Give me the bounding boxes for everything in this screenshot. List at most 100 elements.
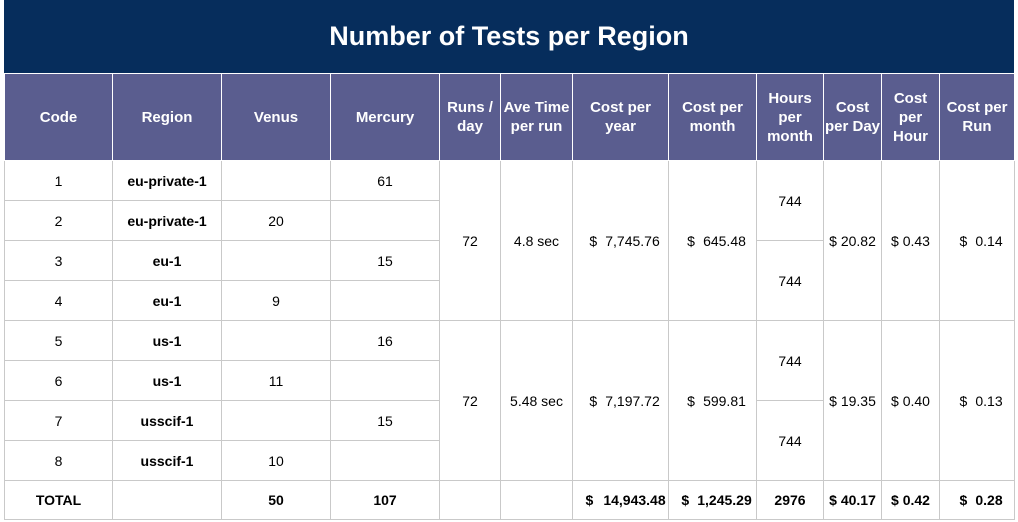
total-venus[interactable]: 50 [221, 480, 331, 520]
header-cost-run[interactable]: Cost per Run [939, 73, 1015, 161]
cell-ave-time[interactable]: 5.48 sec [500, 320, 573, 481]
total-label[interactable]: TOTAL [4, 480, 113, 520]
cost-month-value: 645.48 [703, 232, 746, 249]
table-row: 8 usscif-1 10 [4, 440, 1015, 481]
total-cost-year[interactable]: $14,943.48 [572, 480, 669, 520]
table-row: 4 eu-1 9 [4, 280, 1015, 321]
total-hours-month[interactable]: 2976 [756, 480, 824, 520]
tests-per-region-table: Code Region Venus Mercury Runs / day Ave… [4, 73, 1015, 520]
sheet-title: Number of Tests per Region [4, 0, 1014, 73]
table-row: 3 eu-1 15 [4, 240, 1015, 281]
table-row: 1 eu-private-1 61 72 4.8 sec $7,745.76 $… [4, 160, 1015, 321]
header-cost-hour[interactable]: Cost per Hour [881, 73, 940, 161]
cell-venus[interactable]: 11 [221, 360, 331, 401]
header-runs-day[interactable]: Runs / day [439, 73, 501, 161]
cell-cost-month[interactable]: $599.81 [668, 320, 757, 481]
hours-month-bottom: 744 [757, 400, 823, 480]
cell-code[interactable]: 5 [4, 320, 113, 361]
cell-code[interactable]: 6 [4, 360, 113, 401]
header-ave-time[interactable]: Ave Time per run [500, 73, 573, 161]
cell-code[interactable]: 2 [4, 200, 113, 241]
cell-hours-month[interactable]: 744 744 [756, 320, 824, 481]
total-cost-year-value: 14,943.48 [603, 492, 666, 508]
cell-ave-time[interactable]: 4.8 sec [500, 160, 573, 321]
cell-cost-hour[interactable]: $ 0.43 [881, 160, 940, 321]
cell-mercury[interactable] [330, 440, 440, 481]
currency-symbol: $ [687, 232, 695, 249]
total-mercury[interactable]: 107 [330, 480, 440, 520]
cell-region[interactable]: eu-1 [112, 280, 222, 321]
cell-code[interactable]: 7 [4, 400, 113, 441]
cell-cost-hour[interactable]: $ 0.40 [881, 320, 940, 481]
cell-venus[interactable]: 10 [221, 440, 331, 481]
cell-venus[interactable] [221, 160, 331, 201]
total-cost-month-value: 1,245.29 [697, 492, 752, 508]
currency-symbol: $ [959, 232, 968, 249]
header-cost-month[interactable]: Cost per month [668, 73, 757, 161]
header-mercury[interactable]: Mercury [330, 73, 440, 161]
total-cost-run[interactable]: $0.28 [939, 480, 1015, 520]
hours-month-top: 744 [778, 192, 802, 209]
header-cost-year[interactable]: Cost per year [572, 73, 669, 161]
cell-venus[interactable] [221, 320, 331, 361]
cell-region[interactable]: eu-1 [112, 240, 222, 281]
cell-code[interactable]: 8 [4, 440, 113, 481]
total-cost-hour[interactable]: $ 0.42 [881, 480, 940, 520]
header-region[interactable]: Region [112, 73, 222, 161]
cost-year-value: 7,197.72 [605, 392, 660, 409]
total-region[interactable] [112, 480, 222, 520]
cell-cost-year[interactable]: $7,745.76 [572, 160, 669, 321]
cost-year-value: 7,745.76 [605, 232, 660, 249]
header-venus[interactable]: Venus [221, 73, 331, 161]
cell-region[interactable]: us-1 [112, 320, 222, 361]
header-code[interactable]: Code [4, 73, 113, 161]
cell-region[interactable]: eu-private-1 [112, 160, 222, 201]
cell-region[interactable]: eu-private-1 [112, 200, 222, 241]
cell-code[interactable]: 4 [4, 280, 113, 321]
cell-cost-month[interactable]: $645.48 [668, 160, 757, 321]
total-cost-month[interactable]: $1,245.29 [668, 480, 757, 520]
cell-runs-day[interactable]: 72 [439, 320, 501, 481]
total-cost-run-value: 0.28 [975, 492, 1003, 508]
total-cost-day[interactable]: $ 40.17 [823, 480, 882, 520]
cell-region[interactable]: us-1 [112, 360, 222, 401]
cell-cost-day[interactable]: $ 20.82 [823, 160, 882, 321]
cell-cost-day[interactable]: $ 19.35 [823, 320, 882, 481]
cell-runs-day[interactable]: 72 [439, 160, 501, 321]
currency-symbol: $ [687, 392, 695, 409]
table-row: 6 us-1 11 [4, 360, 1015, 401]
cell-cost-year[interactable]: $7,197.72 [572, 320, 669, 481]
currency-symbol: $ [959, 392, 968, 409]
cell-region[interactable]: usscif-1 [112, 400, 222, 441]
cell-mercury[interactable]: 15 [330, 240, 440, 281]
currency-symbol: $ [589, 232, 598, 249]
cell-mercury[interactable] [330, 200, 440, 241]
cell-mercury[interactable]: 16 [330, 320, 440, 361]
hours-month-bottom: 744 [757, 240, 823, 320]
cell-venus[interactable]: 20 [221, 200, 331, 241]
cell-hours-month[interactable]: 744 744 [756, 160, 824, 321]
cell-venus[interactable] [221, 400, 331, 441]
cost-month-value: 599.81 [703, 392, 746, 409]
currency-symbol: $ [681, 492, 690, 508]
cell-mercury[interactable] [330, 360, 440, 401]
cell-venus[interactable]: 9 [221, 280, 331, 321]
cell-mercury[interactable] [330, 280, 440, 321]
cell-mercury[interactable]: 15 [330, 400, 440, 441]
currency-symbol: $ [585, 492, 594, 508]
cell-cost-run[interactable]: $0.13 [939, 320, 1015, 481]
header-row: Code Region Venus Mercury Runs / day Ave… [4, 73, 1015, 161]
cell-cost-run[interactable]: $0.14 [939, 160, 1015, 321]
total-ave-time[interactable] [500, 480, 573, 520]
cell-venus[interactable] [221, 240, 331, 281]
hours-month-top: 744 [778, 352, 802, 369]
table-row: 5 us-1 16 72 5.48 sec $7,197.72 $599.81 … [4, 320, 1015, 481]
header-cost-day[interactable]: Cost per Day [823, 73, 882, 161]
cell-mercury[interactable]: 61 [330, 160, 440, 201]
cell-code[interactable]: 3 [4, 240, 113, 281]
cell-code[interactable]: 1 [4, 160, 113, 201]
cell-region[interactable]: usscif-1 [112, 440, 222, 481]
total-runs-day[interactable] [439, 480, 501, 520]
header-hours-month[interactable]: Hours per month [756, 73, 824, 161]
currency-symbol: $ [959, 492, 968, 508]
